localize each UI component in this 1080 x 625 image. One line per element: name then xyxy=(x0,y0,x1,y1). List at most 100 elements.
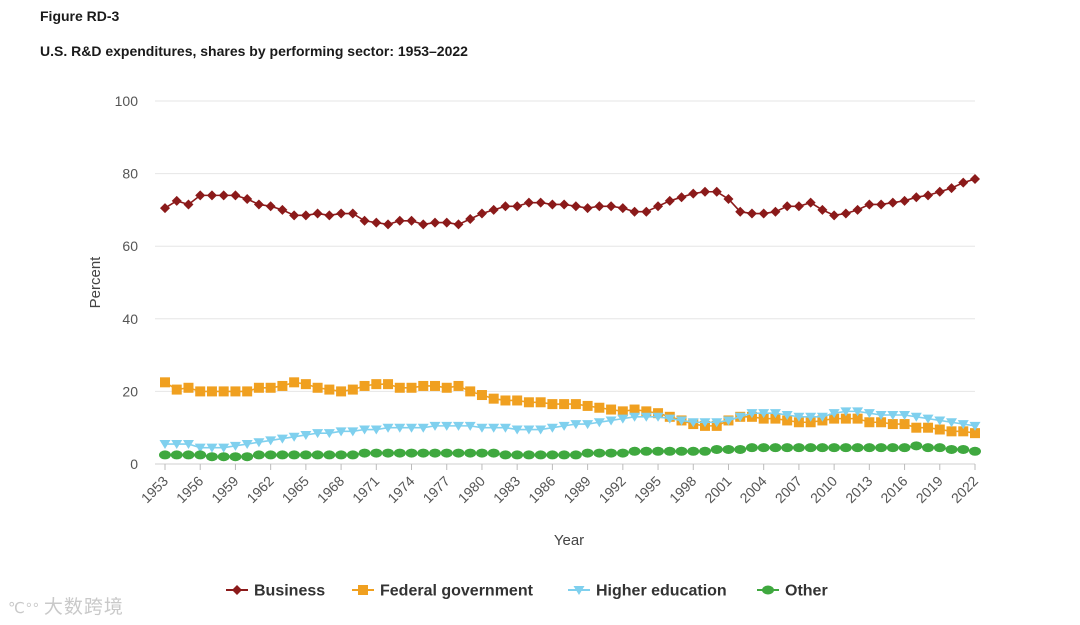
legend-item-business[interactable]: Business xyxy=(226,583,325,600)
data-point-business xyxy=(934,186,945,197)
data-point-other xyxy=(898,443,911,453)
data-point-higher-education xyxy=(206,443,218,453)
data-point-other xyxy=(440,448,453,458)
data-point-higher-education xyxy=(441,421,453,431)
data-point-federal-government xyxy=(441,382,452,393)
data-point-other xyxy=(828,443,841,453)
data-point-other xyxy=(323,450,336,460)
data-point-higher-education xyxy=(546,423,558,433)
data-point-business xyxy=(535,197,546,208)
x-tick-label: 1956 xyxy=(173,473,206,506)
data-point-business xyxy=(958,177,969,188)
data-point-federal-government xyxy=(606,404,617,415)
data-point-higher-education xyxy=(722,416,734,426)
data-point-higher-education xyxy=(476,423,488,433)
data-point-business xyxy=(230,190,241,201)
data-point-higher-education xyxy=(394,423,406,433)
data-point-business xyxy=(876,199,887,210)
data-point-federal-government xyxy=(206,386,217,397)
data-point-higher-education xyxy=(617,414,629,424)
data-point-business xyxy=(700,186,710,197)
y-axis-title: Percent xyxy=(87,256,104,309)
data-point-other xyxy=(616,448,629,458)
data-point-other xyxy=(299,450,312,460)
legend-item-federal-government[interactable]: Federal government xyxy=(352,583,534,600)
x-tick-label: 1980 xyxy=(455,473,488,506)
data-point-higher-education xyxy=(887,410,899,420)
data-point-federal-government xyxy=(500,395,511,406)
data-point-federal-government xyxy=(406,382,417,393)
data-point-business xyxy=(746,208,757,219)
data-point-business xyxy=(782,201,793,212)
data-point-federal-government xyxy=(253,382,264,393)
legend-item-other[interactable]: Other xyxy=(757,583,828,600)
data-point-business xyxy=(899,195,910,206)
data-point-federal-government xyxy=(793,417,804,428)
x-axis-title: Year xyxy=(554,532,584,549)
data-point-business xyxy=(559,199,570,210)
x-tick-label: 1953 xyxy=(138,473,171,506)
data-point-other xyxy=(452,448,465,458)
y-tick-label: 20 xyxy=(122,383,138,399)
series-business xyxy=(160,174,980,230)
data-point-other xyxy=(605,448,618,458)
data-point-business xyxy=(770,206,781,217)
data-point-federal-government xyxy=(359,380,370,391)
data-point-higher-education xyxy=(535,425,547,435)
x-tick-label: 2007 xyxy=(772,473,805,506)
data-point-higher-education xyxy=(382,423,394,433)
data-point-business xyxy=(735,206,746,217)
data-point-higher-education xyxy=(288,432,300,442)
data-point-federal-government xyxy=(418,380,429,391)
grid xyxy=(155,100,975,465)
data-point-business xyxy=(371,217,382,228)
data-point-higher-education xyxy=(300,430,312,440)
figure-label: Figure RD-3 xyxy=(40,8,120,24)
data-point-other xyxy=(969,446,981,456)
data-point-higher-education xyxy=(899,410,911,420)
x-tick-label: 2022 xyxy=(948,473,981,506)
x-tick-label: 1977 xyxy=(420,473,453,506)
x-tick-label: 1968 xyxy=(314,473,347,506)
series-line-business xyxy=(164,178,976,226)
x-tick-label: 2013 xyxy=(842,473,875,506)
data-point-higher-education xyxy=(922,414,934,424)
data-point-federal-government xyxy=(547,399,558,410)
data-point-higher-education xyxy=(582,420,594,430)
data-point-business xyxy=(805,197,816,208)
data-point-federal-government xyxy=(629,404,640,415)
data-point-higher-education xyxy=(511,425,523,435)
data-point-other xyxy=(205,452,218,462)
legend-item-higher-education[interactable]: Higher education xyxy=(568,583,727,600)
x-tick-label: 1998 xyxy=(666,473,699,506)
data-point-higher-education xyxy=(828,409,840,419)
data-point-federal-government xyxy=(641,406,652,417)
data-point-other xyxy=(816,443,829,453)
data-point-other xyxy=(875,443,888,453)
watermark-text: 大数跨境 xyxy=(43,597,124,618)
data-point-higher-education xyxy=(816,412,828,422)
data-point-other xyxy=(628,446,641,456)
data-point-higher-education xyxy=(640,412,652,422)
data-point-federal-government xyxy=(805,417,816,428)
data-point-higher-education xyxy=(793,412,805,422)
data-point-other xyxy=(464,448,477,458)
data-point-other xyxy=(229,452,242,462)
data-point-business xyxy=(723,194,734,205)
watermark: ℃°° 大数跨境 xyxy=(8,592,124,619)
data-point-federal-government xyxy=(383,379,394,390)
data-point-other xyxy=(910,441,923,451)
data-point-other xyxy=(475,448,488,458)
data-point-other xyxy=(593,448,606,458)
series xyxy=(159,174,981,462)
data-point-other xyxy=(241,452,254,462)
watermark-logo: ℃°° xyxy=(8,600,40,617)
data-point-higher-education xyxy=(253,438,265,448)
data-point-other xyxy=(511,450,524,460)
data-point-federal-government xyxy=(958,426,969,437)
data-point-business xyxy=(711,186,722,197)
data-point-other xyxy=(335,450,348,460)
data-point-other xyxy=(487,448,500,458)
data-point-higher-education xyxy=(863,409,875,419)
data-point-business xyxy=(265,201,276,212)
